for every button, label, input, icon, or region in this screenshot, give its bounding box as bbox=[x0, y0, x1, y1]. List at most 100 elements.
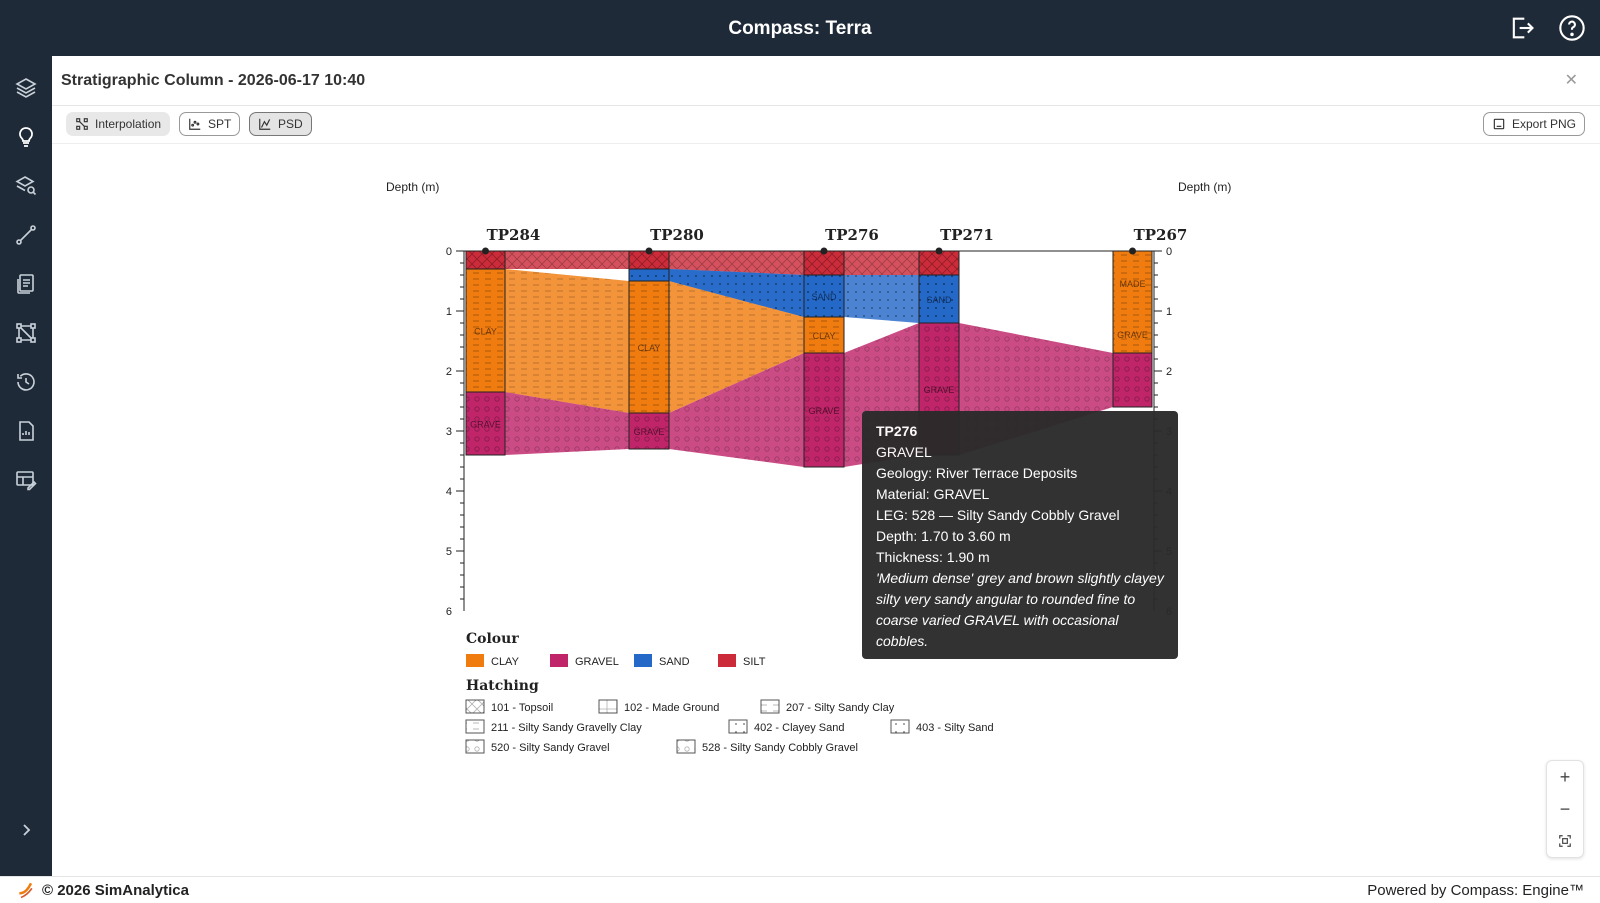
tooltip-title: TP276 bbox=[876, 423, 918, 439]
layer-label: GRAVE bbox=[809, 406, 840, 416]
layer-label: GRAVE bbox=[1117, 330, 1148, 340]
layer-tooltip: TP276 GRAVEL Geology: River Terrace Depo… bbox=[862, 411, 1178, 659]
colour-swatch bbox=[718, 654, 736, 667]
sidebar bbox=[0, 56, 52, 876]
spt-label: SPT bbox=[208, 117, 232, 131]
layers-icon[interactable] bbox=[14, 76, 38, 100]
borehole-layer bbox=[1113, 353, 1152, 407]
interpolation-label: Interpolation bbox=[95, 117, 162, 131]
interpolation-bands bbox=[505, 251, 1113, 467]
footer: © 2026 SimAnalytica Powered by Compass: … bbox=[0, 876, 1600, 903]
tooltip-material: GRAVEL bbox=[876, 444, 932, 460]
interpolation-button[interactable]: Interpolation bbox=[66, 112, 171, 136]
y-axis-left-label: Depth (m) bbox=[386, 180, 439, 194]
documents-icon[interactable] bbox=[14, 272, 38, 296]
hatch-legend-label: 402 - Clayey Sand bbox=[754, 722, 845, 734]
hatching-legend-title: Hatching bbox=[466, 678, 539, 694]
psd-button[interactable]: PSD bbox=[249, 112, 312, 136]
borehole-column: SAND CLAY GRAVE TP276 bbox=[803, 226, 879, 468]
layer-label: MADE bbox=[1119, 279, 1145, 289]
interpolation-band bbox=[505, 269, 629, 413]
colour-legend-label: SILT bbox=[743, 656, 766, 668]
history-icon[interactable] bbox=[14, 370, 38, 394]
hatch-legend-label: 403 - Silty Sand bbox=[916, 722, 994, 734]
colour-legend-label: SAND bbox=[659, 656, 690, 668]
borehole-name: TP267 bbox=[1134, 226, 1188, 244]
zoom-in-button[interactable]: + bbox=[1559, 766, 1571, 787]
tooltip-material-line: Material: GRAVEL bbox=[876, 486, 990, 502]
lightbulb-icon[interactable] bbox=[14, 125, 38, 149]
interpolation-band bbox=[669, 251, 804, 275]
tooltip-thickness: Thickness: 1.90 m bbox=[876, 549, 990, 565]
line-chart-icon bbox=[259, 118, 271, 130]
interpolation-band bbox=[669, 269, 804, 317]
help-icon[interactable] bbox=[1558, 14, 1586, 42]
section-line-icon[interactable] bbox=[14, 223, 38, 247]
interpolation-band bbox=[669, 281, 804, 413]
logout-icon[interactable] bbox=[1508, 14, 1536, 42]
panel-header: Stratigraphic Column - 2026-06-17 10:40 … bbox=[52, 56, 1600, 106]
borehole-column: MADE GRAVE TP267 bbox=[1112, 226, 1188, 408]
layer-label: GRAVE bbox=[470, 420, 501, 430]
network-icon[interactable] bbox=[14, 321, 38, 345]
layer-label: CLAY bbox=[813, 331, 836, 341]
borehole-layer bbox=[919, 275, 959, 323]
zoom-out-button[interactable]: − bbox=[1559, 798, 1571, 819]
copyright-text: © 2026 SimAnalytica bbox=[42, 882, 189, 899]
hatch-legend-label: 528 - Silty Sandy Cobbly Gravel bbox=[702, 742, 858, 754]
borehole-layer bbox=[919, 251, 959, 275]
colour-swatch bbox=[466, 654, 484, 667]
hatch-legend-label: 520 - Silty Sandy Gravel bbox=[491, 742, 610, 754]
powered-by-text: Powered by Compass: Engine™ bbox=[1367, 882, 1584, 899]
colour-legend-label: GRAVEL bbox=[575, 656, 619, 668]
fit-view-button[interactable] bbox=[1547, 825, 1583, 857]
close-icon[interactable]: ✕ bbox=[1564, 72, 1578, 89]
borehole-layer bbox=[804, 317, 844, 353]
tick-label: 1 bbox=[446, 306, 452, 318]
y-axis-right-label: Depth (m) bbox=[1178, 180, 1231, 194]
tick-label: 2 bbox=[1166, 366, 1172, 378]
panel-title: Stratigraphic Column - 2026-06-17 10:40 bbox=[61, 72, 366, 89]
colour-legend-title: Colour bbox=[466, 631, 519, 647]
spt-button[interactable]: SPT bbox=[179, 112, 241, 136]
table-edit-icon[interactable] bbox=[14, 468, 38, 492]
tick-label: 0 bbox=[446, 246, 452, 258]
borehole-layer bbox=[804, 251, 844, 275]
borehole-name: TP284 bbox=[487, 226, 541, 244]
simanalytica-logo-icon bbox=[19, 882, 33, 899]
scatter-chart-icon bbox=[189, 118, 201, 130]
layer-label: GRAVE bbox=[924, 385, 955, 395]
export-png-button[interactable]: Export PNG bbox=[1483, 112, 1586, 136]
psd-label: PSD bbox=[278, 117, 303, 131]
borehole-layer bbox=[804, 353, 844, 467]
expand-chevron-icon[interactable] bbox=[14, 818, 38, 842]
borehole-name: TP271 bbox=[940, 226, 994, 244]
borehole-layer bbox=[804, 275, 844, 317]
interpolation-band bbox=[669, 353, 804, 467]
tooltip-geology: Geology: River Terrace Deposits bbox=[876, 465, 1078, 481]
borehole-column: CLAY GRAVE TP284 bbox=[465, 226, 541, 456]
borehole-name: TP280 bbox=[650, 226, 704, 244]
legend: Colour CLAY GRAVEL SAND SILT Hatching 101 - To… bbox=[465, 631, 994, 754]
hatch-legend-label: 101 - Topsoil bbox=[491, 702, 553, 714]
colour-swatch bbox=[634, 654, 652, 667]
stratigraphic-chart: Depth (m) Depth (m) CLAY GRAVE TP284 CLAY GR… bbox=[386, 180, 1231, 754]
borehole-layer bbox=[629, 281, 669, 413]
tick-label: 5 bbox=[446, 546, 452, 558]
interpolation-band bbox=[505, 251, 629, 269]
chart-toolbar: Interpolation SPT PSD Export PNG bbox=[52, 106, 1600, 144]
report-icon[interactable] bbox=[14, 419, 38, 443]
borehole-column: CLAY GRAVE TP280 bbox=[628, 226, 704, 450]
layer-label: CLAY bbox=[474, 327, 497, 337]
zoom-controls: + − bbox=[1546, 760, 1584, 858]
borehole-layer bbox=[629, 269, 669, 281]
tick-label: 2 bbox=[446, 366, 452, 378]
colour-swatch bbox=[550, 654, 568, 667]
layer-label: SAND bbox=[811, 292, 837, 302]
tooltip-description: 'Medium dense' grey and brown slightly c… bbox=[876, 570, 1164, 649]
layer-search-icon[interactable] bbox=[14, 174, 38, 198]
tooltip-leg: LEG: 528 — Silty Sandy Cobbly Gravel bbox=[876, 507, 1120, 523]
borehole-layer bbox=[1113, 251, 1152, 353]
borehole-layer bbox=[466, 251, 505, 269]
interpolation-band bbox=[505, 392, 629, 455]
